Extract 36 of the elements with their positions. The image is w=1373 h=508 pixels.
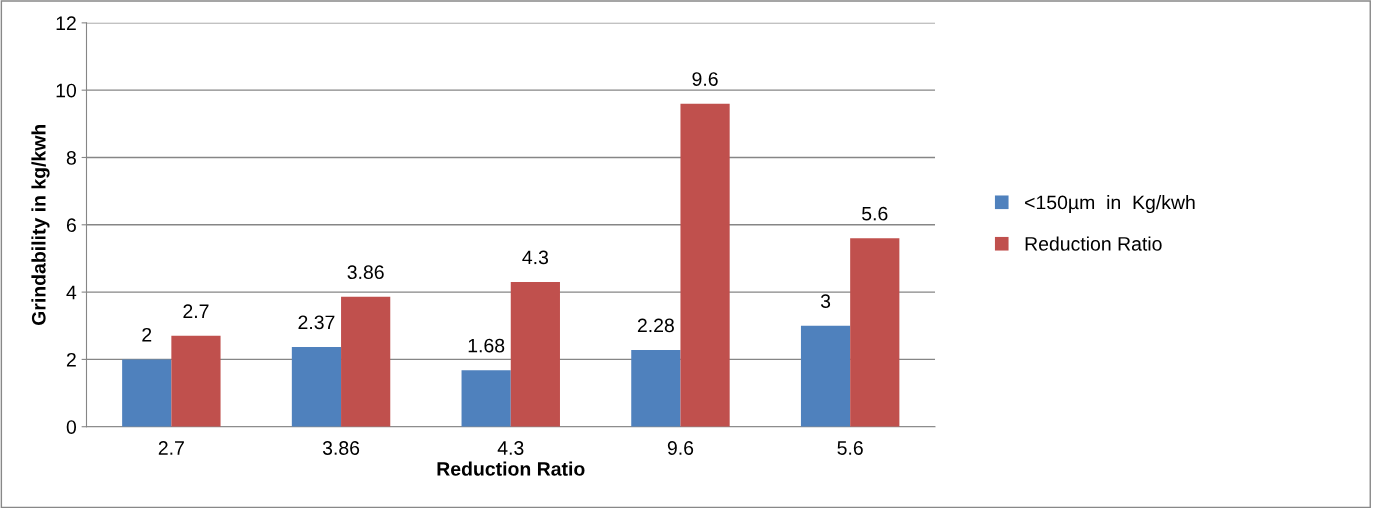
x-tick-label: 2.7	[158, 441, 184, 455]
bar	[122, 359, 172, 427]
bar	[680, 103, 730, 427]
y-tick-label: 4	[66, 285, 77, 300]
data-label: 3	[820, 294, 831, 309]
bar	[510, 282, 560, 427]
bar	[171, 335, 221, 427]
legend-label: <150µm in Kg/kwh	[1025, 195, 1195, 214]
x-tick-label: 4.3	[497, 441, 524, 455]
data-label: 4.3	[522, 250, 549, 265]
y-tick-label: 8	[66, 150, 76, 165]
y-tick-label: 10	[56, 83, 77, 98]
y-tick-label: 12	[56, 16, 76, 30]
data-label: 1.68	[468, 338, 505, 353]
data-label: 2	[142, 327, 152, 342]
data-label: 2.7	[183, 304, 209, 318]
bar	[631, 349, 681, 427]
x-tick-label: 3.86	[322, 441, 360, 455]
x-tick-label: 5.6	[837, 441, 863, 455]
y-tick-label: 2	[66, 352, 76, 367]
data-label: 9.6	[692, 72, 718, 86]
bar	[341, 296, 391, 427]
data-label: 5.6	[862, 206, 888, 221]
y-tick-label: 6	[66, 218, 76, 233]
bar	[800, 325, 851, 427]
bar	[291, 346, 342, 427]
data-label: 2.37	[298, 315, 335, 330]
data-label: 2.28	[637, 318, 674, 333]
data-label: 3.86	[347, 265, 384, 280]
y-tick-label: 0	[66, 420, 77, 434]
legend-label: Reduction Ratio	[1025, 236, 1162, 251]
y-axis-title: Grindability in kg/kwh	[31, 124, 50, 325]
x-axis-title: Reduction Ratio	[437, 461, 585, 476]
bar	[461, 370, 511, 427]
bar	[850, 238, 900, 427]
x-tick-label: 9.6	[667, 441, 694, 455]
